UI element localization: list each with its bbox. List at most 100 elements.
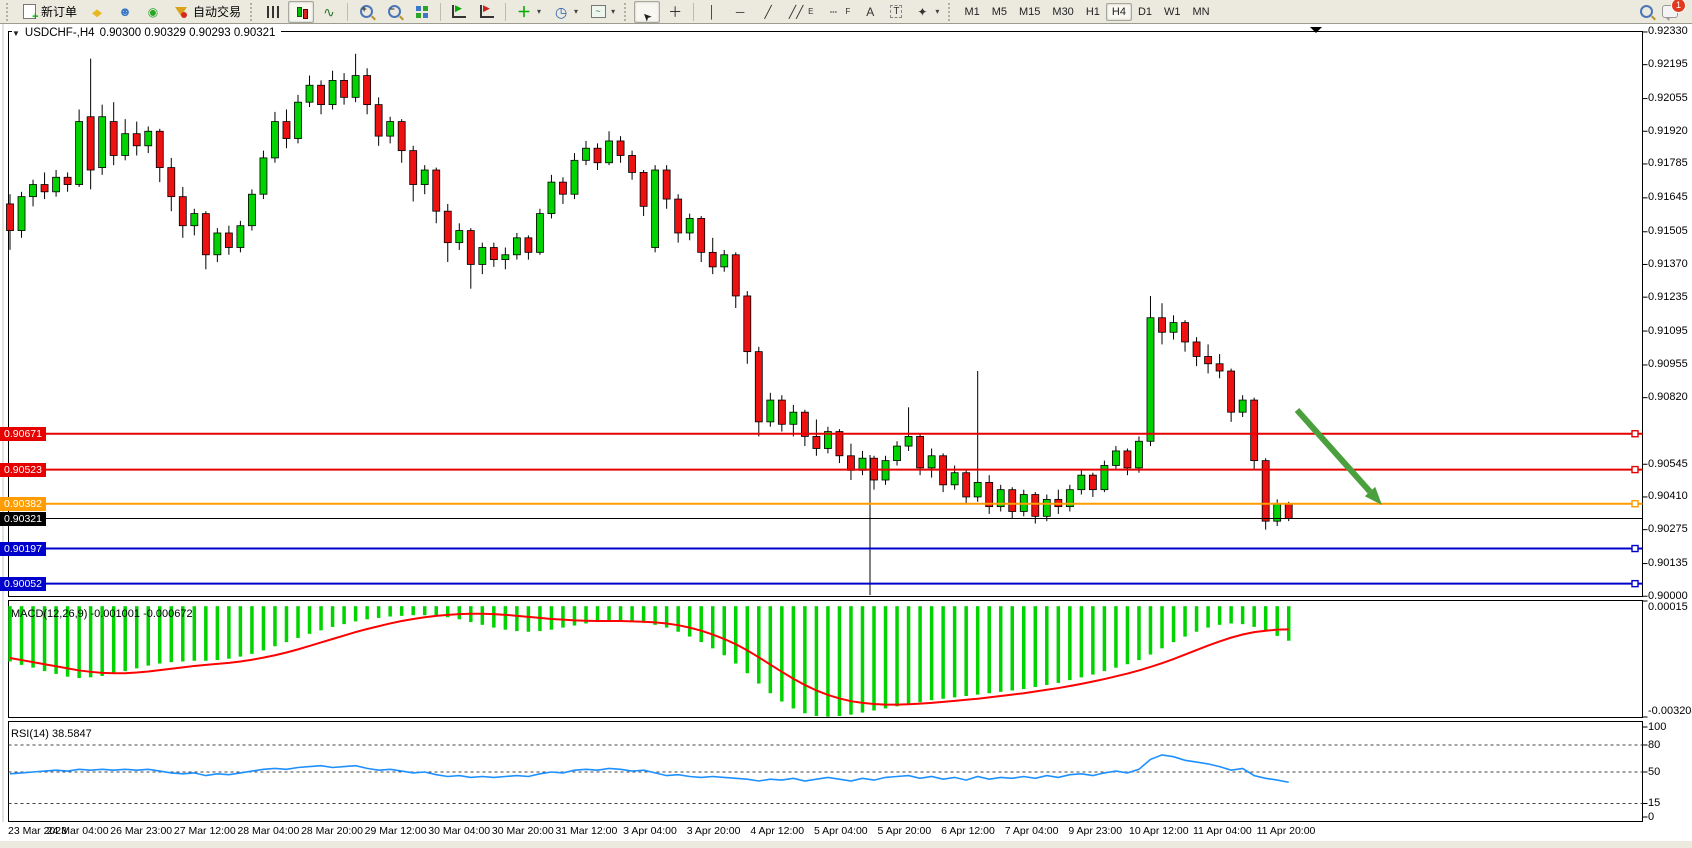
- community-icon: ☻: [118, 4, 132, 19]
- auto-scroll-button[interactable]: ▶: [446, 1, 472, 23]
- rsi-axis-tick: 0: [1648, 810, 1655, 823]
- time-axis-label: 26 Mar 23:00: [110, 825, 173, 837]
- chart-symbol-period: USDCHF-,H4: [24, 27, 95, 39]
- notification-badge: 1: [1671, 0, 1686, 13]
- fibonacci-icon: ┄: [829, 4, 838, 19]
- gold-button[interactable]: ◆: [84, 1, 110, 23]
- chart-window[interactable]: ▼ USDCHF-,H4 0.90300 0.90329 0.90293 0.9…: [0, 24, 1692, 848]
- price-line-label: 0.90197: [0, 541, 46, 556]
- price-tick: 0.91235: [1648, 290, 1688, 303]
- chart-canvas[interactable]: [0, 24, 1692, 848]
- time-axis-label: 11 Apr 20:00: [1256, 825, 1316, 837]
- price-tick: 0.91645: [1648, 191, 1688, 204]
- text-tool-button[interactable]: A: [857, 1, 883, 23]
- toolbar-separator: [347, 2, 349, 21]
- timeframe-button-d1[interactable]: D1: [1137, 5, 1152, 18]
- price-line-label: 0.90382: [0, 496, 46, 511]
- macd-label: MACD(12,26,9) -0.001001 -0.000672: [11, 608, 193, 620]
- zoom-out-button[interactable]: −: [381, 1, 407, 23]
- time-axis-label: 30 Mar 20:00: [491, 825, 554, 837]
- candlestick-icon: [293, 4, 309, 20]
- shapes-tool-button[interactable]: ✦ ▾: [909, 1, 944, 23]
- time-axis-label: 27 Mar 12:00: [173, 825, 236, 837]
- time-axis-label: 23 Mar 2023: [8, 825, 67, 837]
- chevron-down-icon: ▾: [611, 7, 616, 16]
- rsi-line: [9, 754, 1289, 784]
- timeframe-button-w1[interactable]: W1: [1164, 5, 1181, 18]
- zoom-in-button[interactable]: +: [353, 1, 379, 23]
- price-tick: 0.92055: [1648, 92, 1688, 105]
- timeframe-button-m30[interactable]: M30: [1052, 5, 1074, 18]
- tile-windows-button[interactable]: [409, 1, 435, 23]
- price-tick: 0.92195: [1648, 58, 1688, 71]
- crosshair-tool-button[interactable]: ＋: [662, 1, 688, 23]
- fibonacci-tool-button[interactable]: ┄ F: [820, 1, 855, 23]
- timeframe-button-mn[interactable]: MN: [1192, 5, 1210, 18]
- time-axis-label: 3 Apr 20:00: [686, 825, 741, 837]
- timeframe-button-m1[interactable]: M1: [964, 5, 980, 18]
- trendline-tool-button[interactable]: ╱: [755, 1, 781, 23]
- zoom-in-icon: +: [358, 4, 374, 20]
- time-axis-label: 28 Mar 20:00: [301, 825, 363, 837]
- zoom-out-icon: −: [386, 4, 402, 20]
- channel-tool-button[interactable]: ╱╱ E: [788, 4, 814, 19]
- timeframe-toolbar: M1 M5 M15 M30 H1 H4 D1 W1 MN: [958, 2, 1215, 21]
- auto-trading-button[interactable]: 自动交易: [168, 1, 246, 23]
- macd-layer: [8, 606, 1291, 717]
- candlestick-button[interactable]: [288, 0, 315, 23]
- label-tool-button[interactable]: T: [885, 1, 907, 23]
- horizontal-line-tool-button[interactable]: ─: [727, 1, 753, 23]
- price-axis-ticks: [13, 31, 1648, 826]
- chart-quote-ohlc: 0.90300 0.90329 0.90293 0.90321: [99, 27, 276, 39]
- vertical-line-tool-button[interactable]: │: [699, 1, 725, 23]
- line-chart-button[interactable]: ∿: [316, 1, 342, 23]
- timeframe-button-h4[interactable]: H4: [1105, 2, 1132, 21]
- chart-shift-icon: ▶: [479, 4, 495, 20]
- trendline-icon: ╱: [764, 4, 772, 19]
- arrow-object[interactable]: [1294, 407, 1373, 494]
- time-axis-label: 28 Mar 04:00: [237, 825, 300, 837]
- rsi-axis-tick: 100: [1648, 720, 1667, 733]
- price-tick: 0.90275: [1648, 523, 1688, 536]
- indicators-button[interactable]: ＋ ▾: [511, 1, 546, 23]
- templates-button[interactable]: ~ ▾: [585, 1, 620, 23]
- cursor-tool-button[interactable]: ➤: [634, 0, 661, 24]
- new-order-button[interactable]: 新订单: [16, 1, 82, 23]
- timeframe-button-h1[interactable]: H1: [1085, 5, 1100, 18]
- cursor-icon: ➤: [639, 8, 655, 24]
- periods-button[interactable]: ◷ ▾: [548, 1, 583, 23]
- chat-button[interactable]: 1: [1662, 0, 1686, 21]
- price-line-label: 0.90321: [0, 511, 46, 526]
- main-toolbar: 新订单 ◆ ☻ ◉ 自动交易 ∿ + − ▶ ▶ ＋▾ ◷▾ ~▾ ➤ ＋ │ …: [0, 0, 1692, 24]
- price-tick: 0.91920: [1648, 124, 1688, 137]
- chart-shift-button[interactable]: ▶: [474, 1, 500, 23]
- chart-menu-icon[interactable]: ▼: [12, 28, 20, 38]
- clock-icon: ◷: [554, 3, 568, 20]
- indicators-icon: ＋: [517, 3, 532, 20]
- bar-chart-button[interactable]: [260, 1, 286, 23]
- time-axis-label: 5 Apr 04:00: [813, 825, 868, 837]
- macd-signal-line: [9, 612, 1289, 706]
- toolbar-grip: [624, 2, 630, 21]
- chart-shift-marker[interactable]: [1310, 27, 1322, 33]
- timeframe-button-m15[interactable]: M15: [1019, 5, 1041, 18]
- time-axis-label: 4 Apr 12:00: [750, 825, 805, 837]
- time-axis-label: 24 Mar 04:00: [46, 825, 109, 837]
- price-line-label: 0.90671: [0, 426, 46, 441]
- price-tick: 0.91370: [1648, 257, 1688, 270]
- vertical-line-icon: │: [708, 4, 716, 19]
- community-button[interactable]: ☻: [112, 1, 138, 23]
- time-axis-label: 30 Mar 04:00: [428, 825, 491, 837]
- rsi-layer: [8, 744, 1643, 804]
- search-icon[interactable]: [1638, 4, 1654, 20]
- time-axis-label: 7 Apr 04:00: [1004, 825, 1059, 837]
- arrow-head: [1364, 486, 1382, 505]
- time-axis-label: 9 Apr 23:00: [1068, 825, 1123, 837]
- equidistant-channel-icon: ╱╱: [788, 4, 804, 19]
- timeframe-button-m5[interactable]: M5: [991, 5, 1007, 18]
- signals-button[interactable]: ◉: [140, 1, 166, 23]
- arrows-icon: ✦: [917, 4, 928, 19]
- price-tick: 0.91505: [1648, 225, 1688, 238]
- price-tick: 0.90135: [1648, 557, 1688, 570]
